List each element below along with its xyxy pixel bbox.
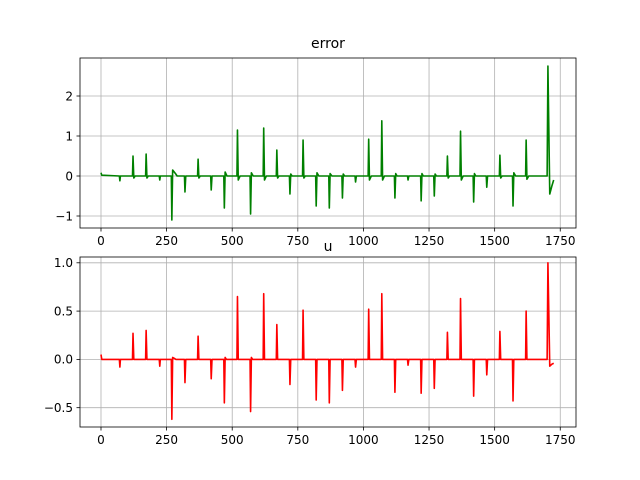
u-axes-frame bbox=[79, 256, 577, 428]
u-x-tick-label: 1500 bbox=[479, 433, 510, 447]
u-subplot: 0 250 500 750 1000 1250 1500 1750−0.50.00.51.0 … bbox=[44, 239, 577, 447]
error-x-tick-label: 1000 bbox=[348, 234, 379, 248]
u-x-tick-label: 0 bbox=[97, 433, 105, 447]
u-y-tick-label: 1.0 bbox=[54, 256, 73, 270]
u-ticks: 0 250 500 750 1000 1250 1500 1750 −0.5 0.0 0.5 1.0 bbox=[44, 256, 576, 447]
error-axes-frame bbox=[79, 57, 577, 229]
u-x-tick-label: 250 bbox=[155, 433, 178, 447]
error-y-tick-label: −1 bbox=[55, 209, 73, 223]
u-x-tick-label: 500 bbox=[221, 433, 244, 447]
error-x-tick-label: 1250 bbox=[414, 234, 445, 248]
error-line-layer bbox=[100, 65, 555, 221]
error-x-tick-label: 500 bbox=[221, 234, 244, 248]
error-subplot: 0 250 500 750 1000 1250 1500 1750 −1 0 1 2 error bbox=[55, 36, 577, 248]
u-series-line bbox=[100, 262, 555, 421]
u-x-tick-label: 1750 bbox=[545, 433, 576, 447]
error-x-tick-label: 0 bbox=[97, 234, 105, 248]
u-y-tick-label: 0.5 bbox=[54, 304, 73, 318]
error-title: error bbox=[311, 36, 345, 52]
u-x-tick-label: 750 bbox=[286, 433, 309, 447]
error-x-tick-label: 1500 bbox=[479, 234, 510, 248]
u-title: u bbox=[324, 239, 333, 255]
error-x-tick-label: 1750 bbox=[545, 234, 576, 248]
u-y-tick-label: −0.5 bbox=[44, 401, 73, 415]
error-x-tick-label: 250 bbox=[155, 234, 178, 248]
u-y-tick-label: 0.0 bbox=[54, 353, 73, 367]
error-ticks: 0 250 500 750 1000 1250 1500 1750 −1 0 1 2 bbox=[55, 89, 575, 248]
u-x-tick-label: 1250 bbox=[414, 433, 445, 447]
u-x-tick-label: 1000 bbox=[348, 433, 379, 447]
error-x-tick-label: 750 bbox=[286, 234, 309, 248]
error-series-line bbox=[100, 65, 555, 221]
error-y-tick-label: 0 bbox=[65, 169, 73, 183]
error-y-tick-label: 1 bbox=[65, 129, 73, 143]
u-line-layer bbox=[100, 262, 555, 421]
error-y-tick-label: 2 bbox=[65, 89, 73, 103]
